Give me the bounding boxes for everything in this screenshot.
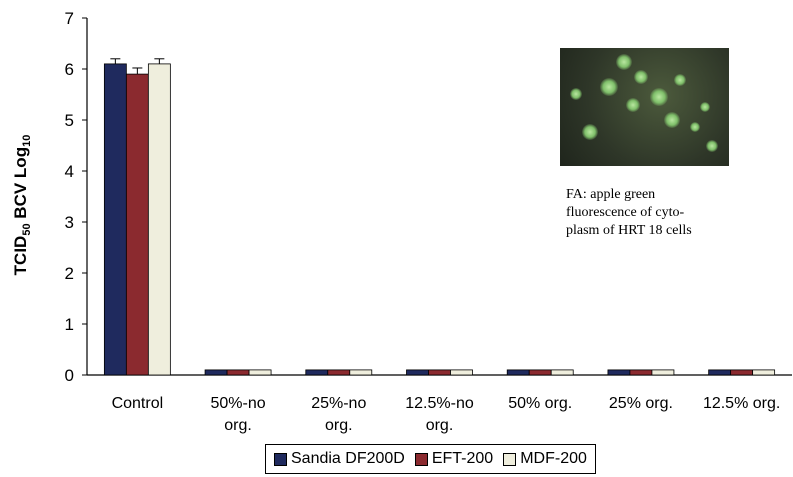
bar xyxy=(607,369,631,376)
fluorescence-micrograph xyxy=(560,48,729,166)
x-tick-label: 12.5% org. xyxy=(703,395,780,412)
legend-label: Sandia DF200D xyxy=(291,450,405,467)
legend-swatch xyxy=(274,452,287,466)
bar xyxy=(147,63,171,376)
bar xyxy=(103,63,127,376)
bar xyxy=(752,369,776,376)
caption-line: plasm of HRT 18 cells xyxy=(566,223,692,238)
x-tick-label: 25% org. xyxy=(609,395,673,412)
x-tick-label: org. xyxy=(426,417,454,434)
bar xyxy=(204,369,228,376)
bar xyxy=(550,369,574,376)
x-tick-label: 50% org. xyxy=(508,395,572,412)
y-tick-label: 0 xyxy=(65,366,74,385)
legend-label: EFT-200 xyxy=(431,450,494,467)
y-tick-label: 2 xyxy=(65,264,74,283)
legend-swatch xyxy=(503,452,517,466)
x-tick-label: org. xyxy=(325,417,353,434)
bar xyxy=(651,369,675,376)
legend-item: EFT-200 xyxy=(414,450,494,468)
y-tick-label: 4 xyxy=(65,162,74,181)
bar xyxy=(305,369,329,376)
y-tick-label: 5 xyxy=(65,111,74,130)
bar xyxy=(450,369,473,376)
x-tick-label: 12.5%-no xyxy=(405,395,474,412)
bar xyxy=(406,369,429,376)
legend-item: MDF-200 xyxy=(503,450,587,468)
y-tick-label: 3 xyxy=(65,213,74,232)
bar xyxy=(428,369,451,376)
bar xyxy=(349,369,373,376)
bar xyxy=(125,73,149,376)
bar xyxy=(226,369,250,376)
x-tick-label: 50%-no xyxy=(210,395,265,412)
x-tick-label: 25%-no xyxy=(311,395,366,412)
legend: Sandia DF200D EFT-200 MDF-200 xyxy=(265,444,596,474)
caption-line: FA: apple green xyxy=(566,187,656,202)
bar xyxy=(528,369,552,376)
x-tick-label: org. xyxy=(224,417,252,434)
y-tick-label: 7 xyxy=(65,9,74,28)
bar xyxy=(327,369,351,376)
y-tick-label: 1 xyxy=(65,315,74,334)
bar xyxy=(506,369,530,376)
bar xyxy=(708,369,732,376)
legend-swatch xyxy=(414,452,428,466)
legend-item: Sandia DF200D xyxy=(274,450,405,468)
y-tick-label: 6 xyxy=(65,60,74,79)
y-axis-label: TCID50 BCV Log10 xyxy=(10,134,34,276)
bar xyxy=(248,369,272,376)
micrograph-caption: FA: apple green fluorescence of cyto- pl… xyxy=(566,186,756,240)
bar xyxy=(730,369,754,376)
legend-label: MDF-200 xyxy=(520,450,587,467)
bar xyxy=(629,369,653,376)
x-tick-label: Control xyxy=(112,395,164,412)
caption-line: fluorescence of cyto- xyxy=(566,205,685,220)
